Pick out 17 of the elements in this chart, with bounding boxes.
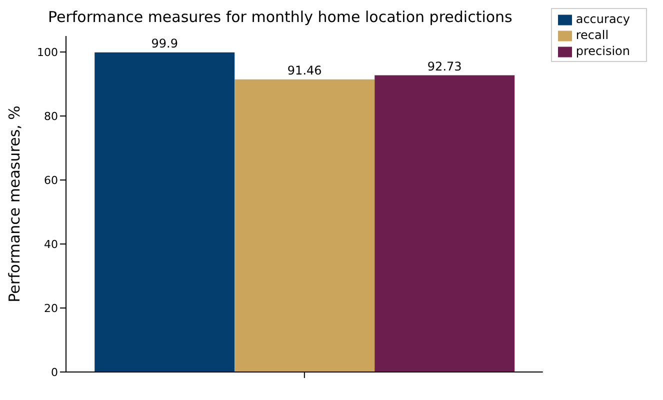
legend-label: recall [576, 28, 609, 42]
y-tick-label: 0 [51, 366, 58, 379]
y-tick-label: 20 [44, 302, 58, 315]
legend-label: precision [576, 44, 630, 58]
bar [374, 75, 515, 372]
legend-label: accuracy [576, 12, 630, 26]
chart-title: Performance measures for monthly home location predictions [48, 8, 512, 26]
data-label: 99.9 [151, 36, 178, 50]
data-label: 91.46 [287, 63, 322, 78]
y-tick-label: 40 [44, 238, 58, 251]
y-tick-label: 100 [37, 46, 58, 59]
y-tick-label: 80 [44, 110, 58, 123]
y-axis-title: Performance measures, % [5, 106, 24, 302]
y-tick-label: 60 [44, 174, 58, 187]
bar [94, 52, 235, 372]
data-label: 92.73 [427, 59, 462, 74]
bar [234, 79, 375, 372]
